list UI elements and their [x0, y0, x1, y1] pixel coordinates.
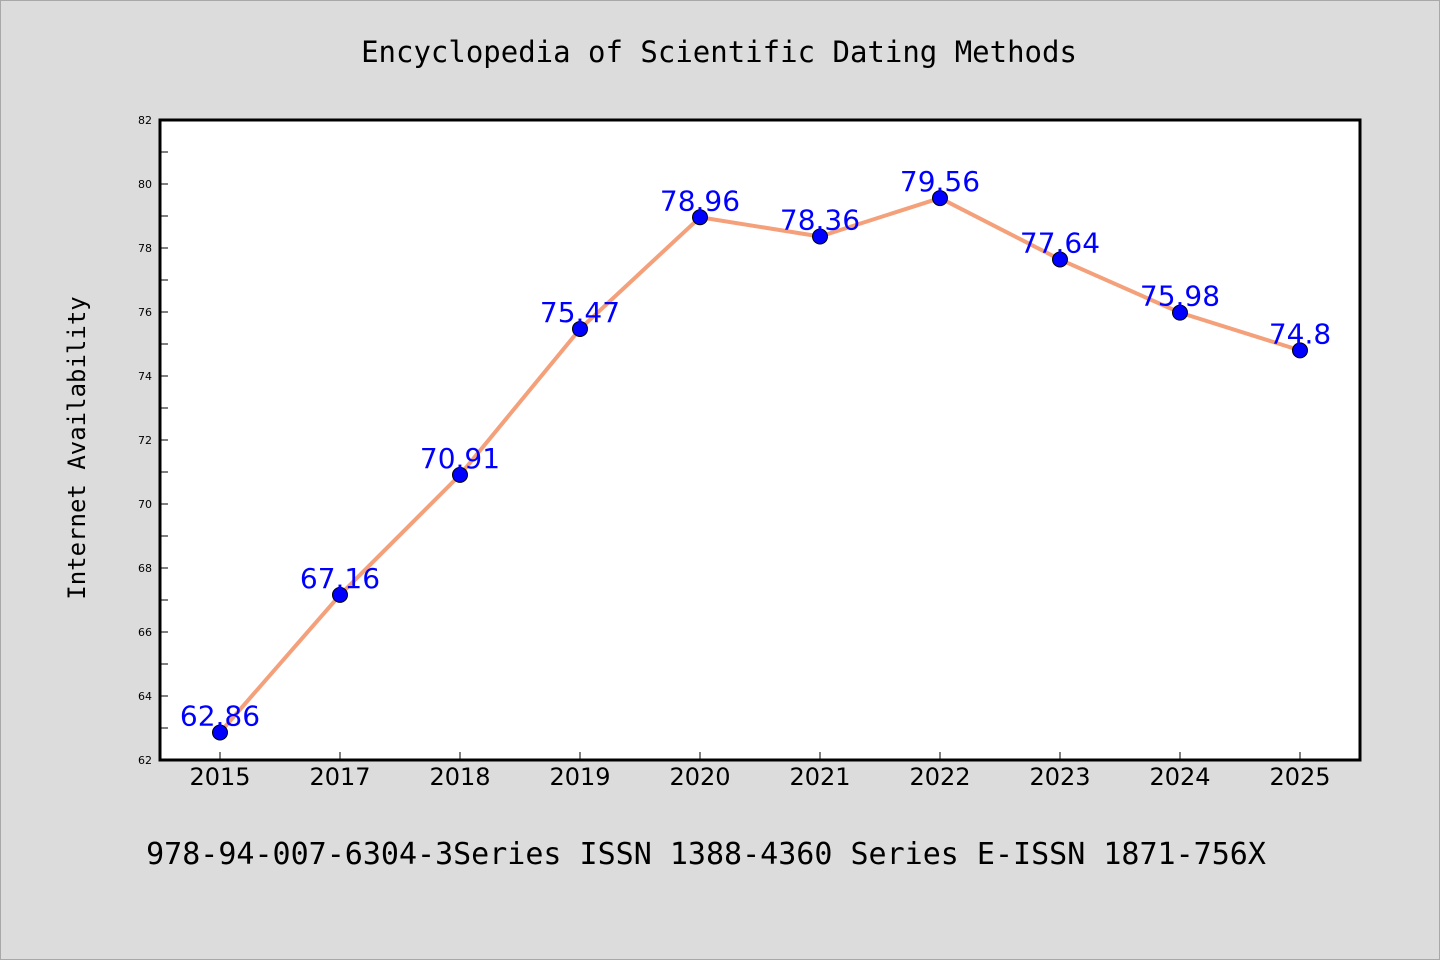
data-point-marker	[1292, 342, 1308, 359]
y-tick-label: 80	[138, 178, 152, 191]
x-tick-label: 2021	[789, 763, 850, 791]
data-label: 75.47	[540, 296, 620, 329]
data-label: 78.36	[780, 203, 860, 236]
y-tick-label: 74	[138, 370, 152, 383]
data-point-marker	[332, 586, 348, 603]
y-axis-label: Internet Availability	[63, 296, 91, 599]
x-axis-ticks: 2015 2017 2018 2019 2020 2021 2022 2023 2024 2025	[189, 752, 1331, 791]
data-point-marker	[1052, 251, 1068, 268]
x-tick-label: 2020	[669, 763, 730, 791]
data-point-marker	[212, 724, 228, 741]
y-tick-label: 78	[138, 242, 152, 255]
y-tick-label: 76	[138, 306, 152, 319]
data-point-marker	[692, 209, 708, 226]
y-tick-label: 70	[138, 498, 152, 511]
y-tick-label: 62	[138, 754, 152, 767]
data-point-marker	[572, 320, 588, 337]
x-tick-label: 2017	[309, 763, 370, 791]
footer-text: 978-94-007-6304-3Series ISSN 1388-4360 S…	[146, 837, 1266, 872]
x-tick-label: 2018	[429, 763, 490, 791]
data-point-marker	[932, 190, 948, 207]
data-point-marker	[812, 228, 828, 245]
data-label: 77.64	[1020, 227, 1100, 260]
data-label: 78.96	[660, 184, 740, 217]
data-label: 75.98	[1140, 280, 1220, 313]
x-tick-label: 2024	[1149, 763, 1210, 791]
data-point-marker	[452, 466, 468, 483]
data-label: 67.16	[300, 562, 380, 595]
chart-title: Encyclopedia of Scientific Dating Method…	[361, 35, 1077, 69]
y-tick-label: 68	[138, 562, 152, 575]
data-label: 70.91	[420, 442, 500, 475]
data-label: 74.8	[1269, 317, 1331, 350]
data-labels: 62.86 67.16 70.91 75.47 78.96 78.36 79.56 77.64…	[180, 165, 1331, 732]
y-tick-label: 82	[138, 114, 152, 127]
data-point-marker	[1172, 304, 1188, 321]
y-tick-label: 72	[138, 434, 152, 447]
y-tick-label: 64	[138, 690, 152, 703]
x-tick-label: 2025	[1269, 763, 1330, 791]
x-tick-label: 2023	[1029, 763, 1090, 791]
series-line	[218, 196, 1302, 735]
x-tick-label: 2019	[549, 763, 610, 791]
plot-area	[160, 120, 1360, 760]
data-label: 79.56	[900, 165, 980, 198]
data-label: 62.86	[180, 699, 260, 732]
y-tick-label: 66	[138, 626, 152, 639]
series-markers	[212, 190, 1308, 741]
x-tick-label: 2022	[909, 763, 970, 791]
plot-frame	[158, 118, 1362, 762]
x-tick-label: 2015	[189, 763, 250, 791]
